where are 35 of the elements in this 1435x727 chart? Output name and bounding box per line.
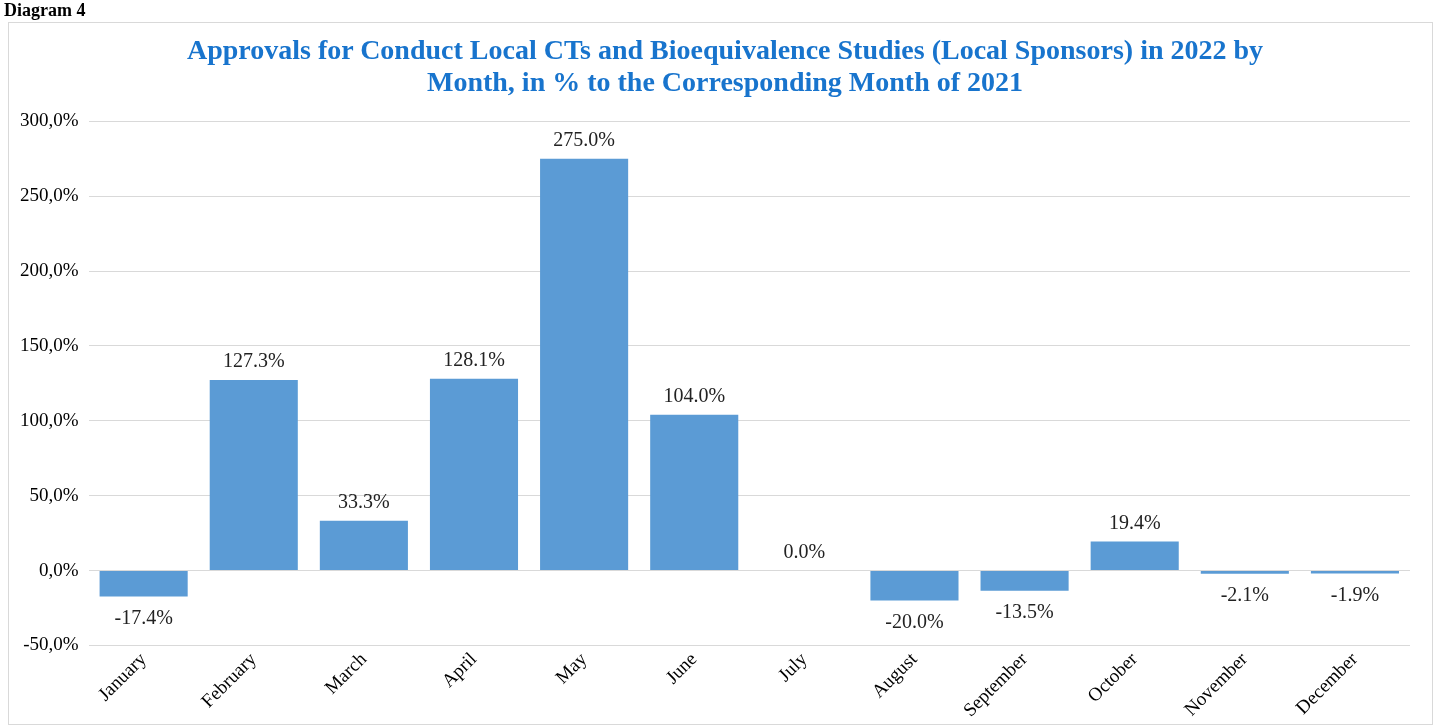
bar	[319, 520, 408, 571]
bar	[429, 378, 519, 571]
data-label: -13.5%	[995, 600, 1054, 623]
data-label: -1.9%	[1330, 582, 1380, 605]
y-tick-label: 100,0%	[20, 408, 79, 430]
data-label: 0.0%	[783, 539, 826, 562]
chart-title: Approvals for Conduct Local CTs and Bioequivalence Studies (Local Sponsors) in 2022 by Month, in % to the Corresponding Month of 2021	[185, 34, 1265, 98]
x-tick-label: July	[773, 647, 812, 686]
x-tick-label: June	[661, 647, 701, 688]
text: Diagram 4	[4, 0, 86, 21]
data-label: -20.0%	[885, 609, 944, 632]
y-tick-label: 150,0%	[20, 333, 79, 355]
data-label: -17.4%	[114, 605, 173, 628]
y-tick-label: -50,0%	[23, 633, 79, 655]
x-tick-label: May	[550, 647, 591, 688]
bar	[99, 571, 188, 597]
bar	[1090, 541, 1179, 571]
bar	[540, 158, 629, 571]
data-label: 104.0%	[663, 384, 726, 407]
data-label: 128.1%	[443, 348, 505, 371]
y-tick-label: 250,0%	[20, 184, 79, 206]
bar	[1200, 571, 1289, 574]
y-tick-label: 200,0%	[20, 259, 79, 281]
y-tick-label: 50,0%	[29, 483, 79, 505]
bar	[650, 414, 739, 571]
data-label: -2.1%	[1220, 582, 1269, 605]
data-label: 127.3%	[222, 349, 285, 372]
bar	[980, 571, 1069, 591]
y-tick-label: 0,0%	[39, 558, 79, 580]
data-label: 19.4%	[1108, 510, 1161, 533]
y-tick-label: 300,0%	[20, 109, 79, 131]
data-label: 33.3%	[338, 489, 390, 512]
data-label: 275.0%	[553, 128, 615, 151]
bar	[870, 571, 959, 601]
bar	[209, 379, 298, 571]
